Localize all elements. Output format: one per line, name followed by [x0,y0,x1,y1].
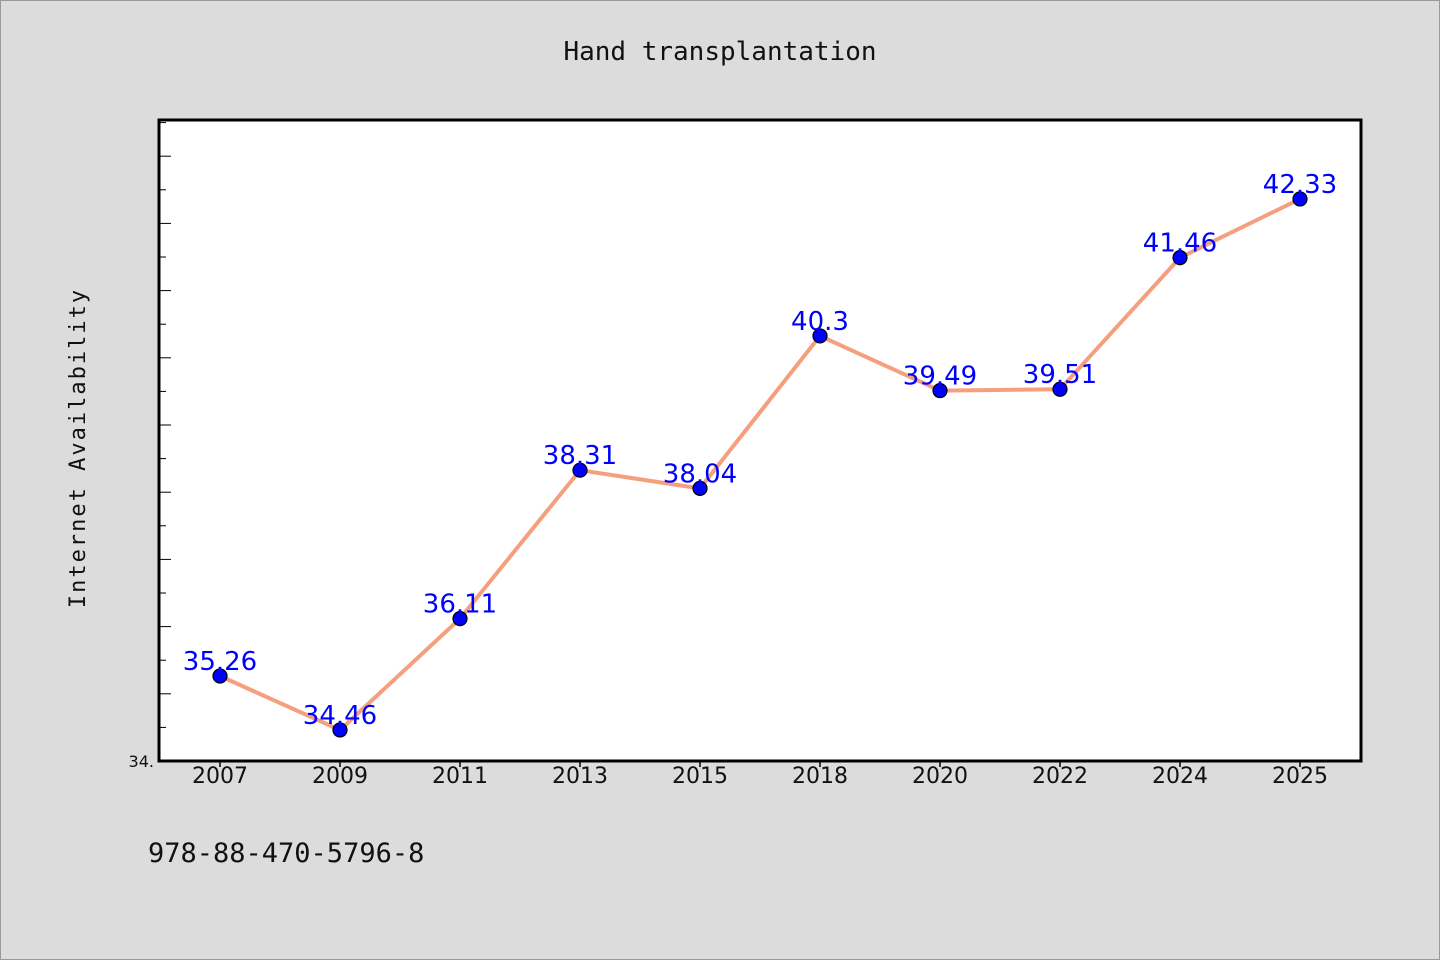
data-point-label: 35.26 [183,647,257,677]
data-point-label: 38.04 [663,459,737,489]
data-point-label: 40.3 [791,307,849,337]
data-point-label: 42.33 [1263,170,1337,200]
data-point-marker [1292,191,1308,207]
data-point-marker [812,328,828,344]
x-tick-label: 2009 [312,764,368,789]
data-point-marker [572,462,588,478]
series-line [218,196,1302,732]
data-point-marker [932,382,948,399]
plot-area [159,120,1361,761]
x-axis-ticks: 2007 2009 2011 2013 2015 2018 2020 2022 2024 2025 [192,761,1328,789]
data-point-marker [1172,250,1188,266]
data-point-marker [452,611,468,627]
data-point-marker [332,722,348,738]
x-tick-label: 2015 [672,764,728,789]
x-tick-label: 2024 [1152,764,1208,789]
series-line-group [218,196,1302,732]
x-tick-label: 2022 [1032,764,1088,789]
y-tick-label: 34. [129,752,154,771]
data-markers [212,191,1308,738]
x-tick-label: 2013 [552,764,608,789]
data-point-label: 38.31 [543,441,617,471]
chart-title: Hand transplantation [563,37,876,67]
data-point-label: 34.46 [303,701,377,731]
data-point-label: 41.46 [1143,229,1217,259]
data-point-marker [692,480,708,497]
data-point-label: 39.51 [1023,360,1097,390]
x-tick-label: 2025 [1272,764,1328,789]
x-tick-label: 2018 [792,764,848,789]
data-point-label: 36.11 [423,590,497,620]
y-axis-label: Internet Availability [66,288,91,608]
data-labels: 35.26 34.46 36.11 38.31 38.04 40.3 39.49 39.51 4… [183,170,1337,731]
data-point-marker [212,668,228,684]
data-point-marker [1052,381,1068,397]
x-tick-label: 2007 [192,764,248,789]
x-tick-label: 2011 [432,764,488,789]
x-tick-label: 2020 [912,764,968,789]
plot-frame [157,118,1363,763]
data-point-label: 39.49 [903,362,977,392]
isbn-text: 978-88-470-5796-8 [148,838,424,869]
